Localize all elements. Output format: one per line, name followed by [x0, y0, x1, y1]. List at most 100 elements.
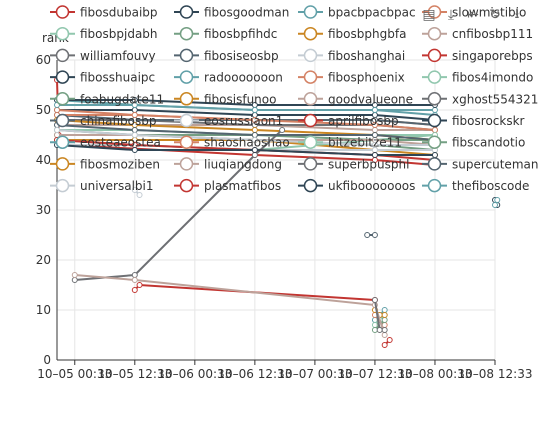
legend-label: fibosdubaibp: [80, 6, 158, 20]
data-point[interactable]: [136, 192, 143, 198]
data-point[interactable]: [251, 107, 258, 113]
legend-item-ukfibooooooos[interactable]: ukfibooooooos: [298, 178, 415, 193]
legend-item-fibosmoziben[interactable]: fibosmoziben: [50, 157, 160, 171]
legend-item-fibosgoodman[interactable]: fibosgoodman: [174, 5, 289, 20]
legend-item-cnfibosbp111[interactable]: cnfibosbp111: [422, 26, 533, 41]
legend-item-slowmistibio[interactable]: slowmistibio: [422, 5, 526, 20]
data-point[interactable]: [376, 327, 383, 333]
legend-label: slowmistibio: [452, 6, 526, 20]
legend-item-fibosbpfihdc[interactable]: fibosbpfihdc: [174, 26, 277, 41]
zoom-icon[interactable]: ⤓: [447, 7, 455, 23]
legend-item-singaporebps[interactable]: singaporebps: [422, 48, 533, 63]
data-point[interactable]: [381, 327, 388, 333]
legend-item-fibosbphgbfa[interactable]: fibosbphgbfa: [298, 26, 406, 41]
data-point[interactable]: [54, 127, 60, 133]
data-point[interactable]: [131, 112, 138, 118]
legend-item-supercuteman[interactable]: supercuteman: [422, 157, 538, 171]
data-point[interactable]: [136, 282, 143, 288]
data-point[interactable]: [371, 122, 378, 128]
data-point[interactable]: [381, 342, 388, 348]
legend-item-fibscandotio[interactable]: fibscandotio: [422, 135, 525, 150]
legend-item-fibos4imondo[interactable]: fibos4imondo: [422, 70, 533, 85]
data-point[interactable]: [71, 272, 78, 278]
legend-label: bpacbpacbpac: [328, 6, 416, 20]
legend-item-fibosbpjdabh[interactable]: fibosbpjdabh: [50, 26, 158, 41]
restore-icon[interactable]: ↻: [489, 7, 501, 23]
legend-item-chinafibosbp[interactable]: chinafibosbp: [50, 113, 157, 128]
legend-item-fiboshanghai[interactable]: fiboshanghai: [298, 48, 405, 63]
data-point[interactable]: [131, 277, 138, 283]
legend-swatch-icon: [55, 48, 70, 63]
legend-item-radooooooon[interactable]: radooooooon: [174, 70, 283, 85]
data-point[interactable]: [251, 127, 258, 133]
zoom-reset-icon[interactable]: ⇤: [467, 7, 479, 23]
legend-swatch-icon: [179, 48, 194, 63]
data-point[interactable]: [251, 137, 258, 143]
data-point[interactable]: [371, 107, 378, 113]
legend-item-eosteaeostea[interactable]: eosteaeostea: [50, 135, 161, 150]
series-liuqiangdong: [71, 272, 388, 338]
legend-item-fibosisfunoo[interactable]: fibosisfunoo: [174, 92, 276, 106]
series-line[interactable]: [74, 129, 283, 281]
series-line[interactable]: [74, 274, 386, 336]
data-point[interactable]: [371, 142, 378, 148]
data-point[interactable]: [371, 297, 378, 303]
legend-item-goodvalueone[interactable]: goodvalueone: [298, 92, 413, 106]
data-point[interactable]: [431, 107, 438, 113]
legend-item-thefiboscode[interactable]: thefiboscode: [422, 178, 529, 193]
data-point[interactable]: [494, 197, 501, 203]
data-point[interactable]: [54, 107, 60, 113]
data-point[interactable]: [279, 127, 286, 133]
legend-item-fibosdubaibp[interactable]: fibosdubaibp: [50, 5, 158, 20]
legend-item-bpacbpacbpac[interactable]: bpacbpacbpac: [298, 5, 416, 20]
data-point[interactable]: [381, 317, 388, 323]
legend-item-plasmatfibos[interactable]: plasmatfibos: [174, 178, 281, 193]
legend-item-fibosrockskr[interactable]: fibosrockskr: [422, 113, 525, 128]
data-point[interactable]: [131, 287, 138, 293]
data-point[interactable]: [131, 132, 138, 138]
data-point[interactable]: [131, 127, 138, 133]
data-point[interactable]: [131, 147, 138, 153]
data-point[interactable]: [386, 337, 393, 343]
data-point[interactable]: [381, 312, 388, 318]
data-point[interactable]: [431, 152, 438, 158]
legend-swatch-icon: [303, 70, 318, 84]
legend-item-fibosiseosbp[interactable]: fibosiseosbp: [174, 48, 279, 63]
data-point[interactable]: [371, 232, 378, 238]
data-point[interactable]: [131, 272, 138, 278]
legend-item-liuqiangdong[interactable]: liuqiangdong: [174, 157, 282, 171]
legend-item-aprilfibosbp[interactable]: aprilfibosbp: [298, 113, 399, 128]
data-point[interactable]: [131, 187, 138, 193]
legend-item-foabugdate11[interactable]: foabugdate11: [50, 92, 164, 106]
data-point[interactable]: [131, 102, 138, 108]
legend-label: goodvalueone: [328, 92, 413, 106]
legend-item-xghost554321[interactable]: xghost554321: [422, 92, 538, 106]
data-point[interactable]: [431, 127, 438, 133]
data-point[interactable]: [131, 107, 138, 113]
data-point[interactable]: [371, 127, 378, 133]
data-point[interactable]: [492, 202, 498, 208]
data-point[interactable]: [251, 117, 258, 123]
data-point[interactable]: [371, 132, 378, 138]
data-point[interactable]: [71, 277, 78, 283]
legend-item-fibosphoenix[interactable]: fibosphoenix: [298, 70, 405, 85]
data-point[interactable]: [371, 327, 378, 333]
data-point[interactable]: [371, 152, 378, 158]
legend-swatch-icon: [179, 113, 194, 128]
legend-item-bitzebitze11[interactable]: bitzebitze11: [298, 135, 402, 150]
legend-swatch-icon: [427, 70, 442, 84]
legend-item-eosrussiaon1[interactable]: eosrussiaon1: [174, 113, 283, 128]
legend-label: fibosgoodman: [204, 6, 289, 20]
legend-swatch-icon: [427, 178, 442, 193]
data-point[interactable]: [364, 232, 371, 238]
data-point[interactable]: [251, 147, 258, 153]
legend-item-williamfouvy[interactable]: williamfouvy: [50, 48, 156, 63]
legend-item-universalbi1[interactable]: universalbi1: [50, 178, 154, 193]
data-point[interactable]: [381, 332, 388, 338]
save-image-icon[interactable]: ⭳: [514, 6, 520, 22]
legend-item-shaoshaoshao[interactable]: shaoshaoshao: [174, 135, 290, 150]
legend-item-superbpusphl[interactable]: superbpusphl: [298, 157, 409, 171]
legend-item-fibosshuaipc[interactable]: fibosshuaipc: [50, 70, 155, 85]
data-view-icon[interactable]: ▤: [422, 7, 436, 23]
data-point[interactable]: [381, 307, 388, 313]
